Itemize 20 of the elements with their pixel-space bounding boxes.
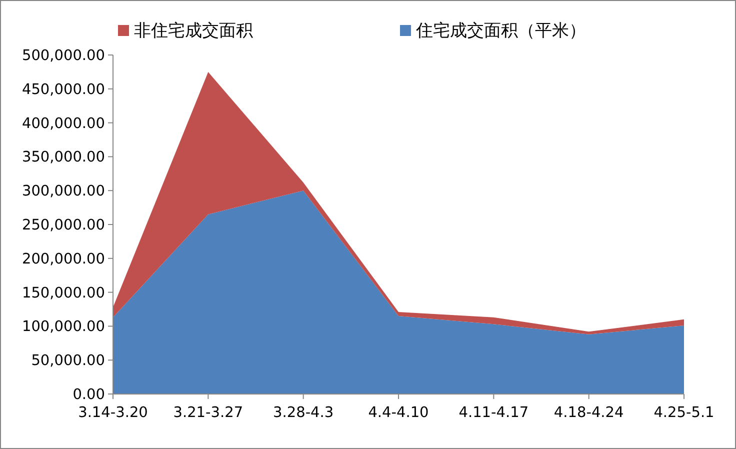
y-tick-label: 200,000.00	[22, 251, 105, 268]
y-tick-label: 250,000.00	[22, 218, 105, 234]
x-tick-label: 3.14-3.20	[78, 405, 148, 421]
y-tick-label: 350,000.00	[22, 150, 105, 166]
x-tick-label: 3.28-4.3	[273, 405, 334, 421]
y-tick-label: 500,000.00	[22, 48, 105, 64]
x-tick-label: 4.18-4.24	[554, 405, 624, 421]
x-tick-label: 4.11-4.17	[458, 405, 529, 421]
y-tick-label: 300,000.00	[22, 184, 105, 200]
x-tick-label: 3.21-3.27	[173, 405, 244, 421]
legend-label: 非住宅成交面积	[134, 21, 253, 41]
y-tick-label: 150,000.00	[22, 285, 105, 302]
y-tick-label: 100,000.00	[22, 319, 105, 336]
y-tick-label: 400,000.00	[22, 116, 105, 132]
x-tick-label: 4.25-5.1	[654, 405, 714, 421]
y-tick-label: 450,000.00	[22, 82, 105, 98]
y-tick-label: 50,000.00	[31, 353, 105, 370]
x-tick-label: 4.4-4.10	[368, 405, 429, 421]
y-tick-label: 0.00	[72, 387, 105, 403]
legend-label: 住宅成交面积（平米）	[415, 21, 586, 41]
